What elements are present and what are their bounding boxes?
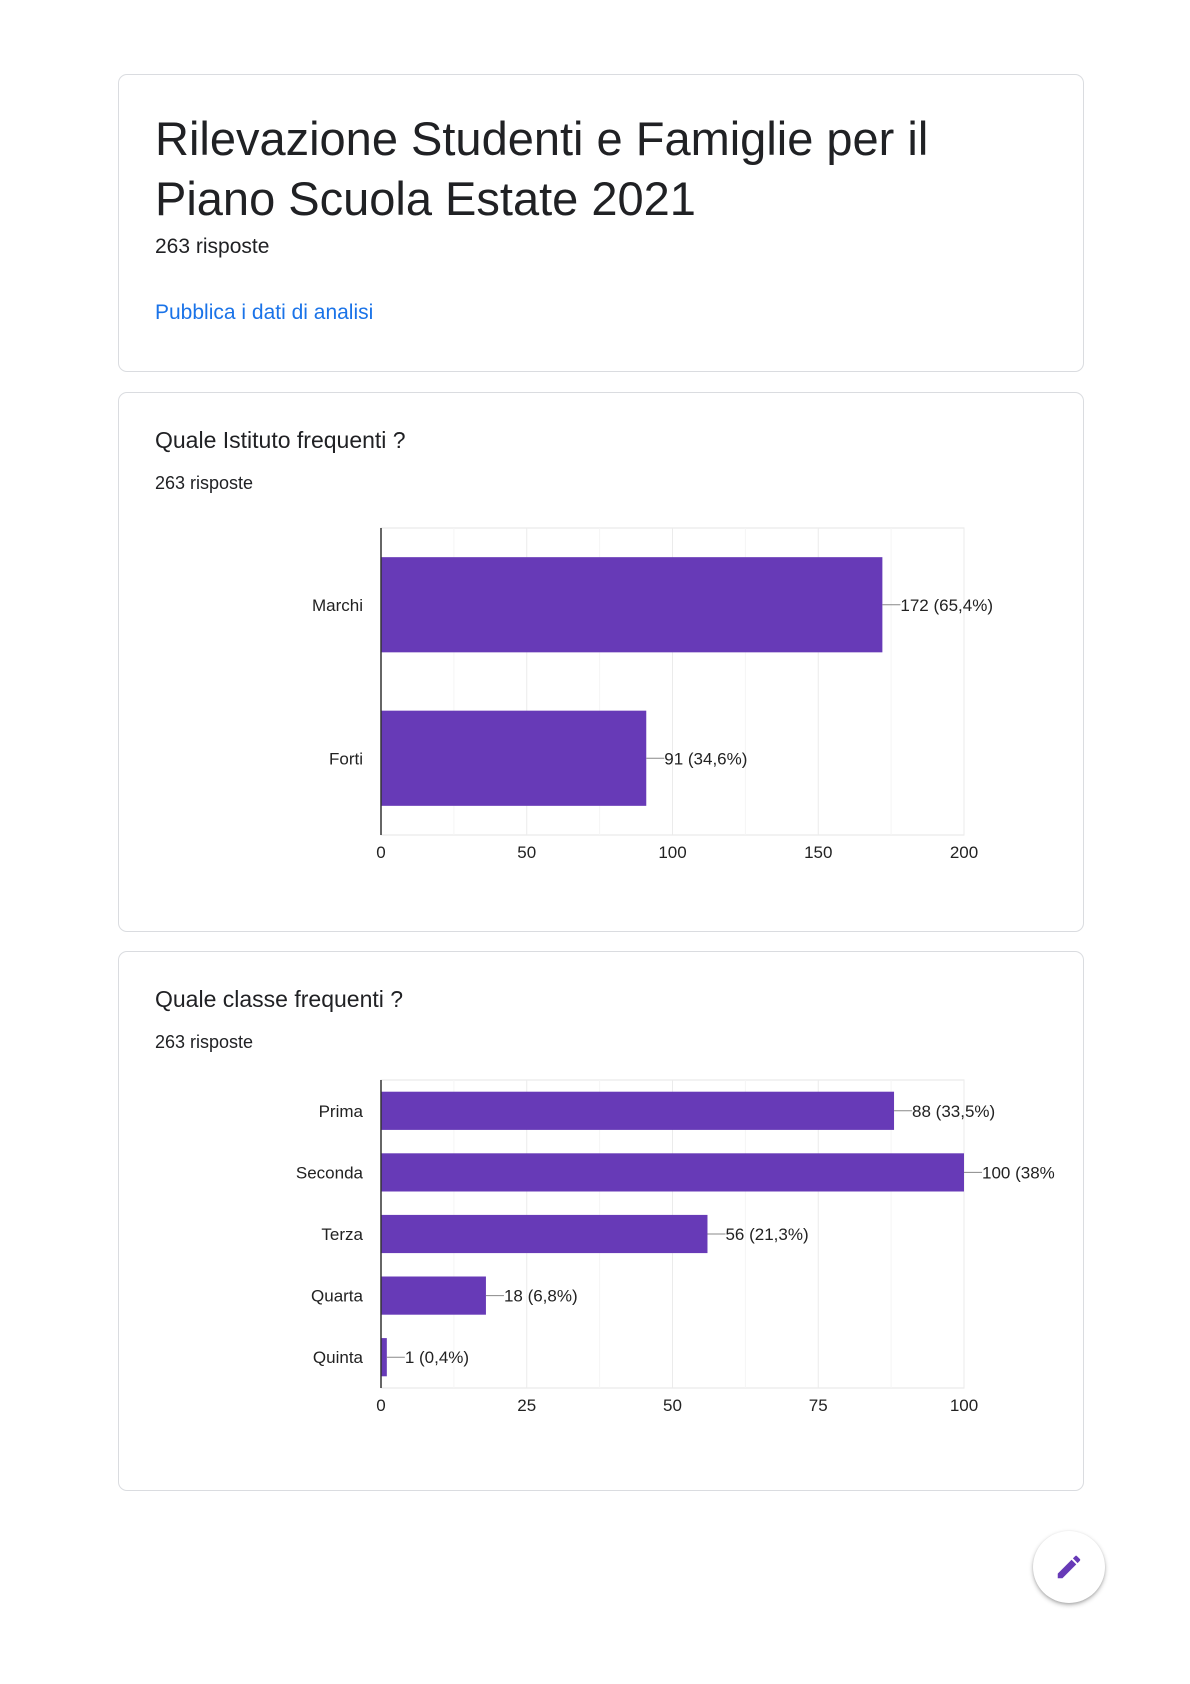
- bar: [381, 1276, 486, 1315]
- x-tick-label: 100: [950, 1396, 978, 1415]
- x-tick-label: 25: [517, 1396, 536, 1415]
- data-label: 91 (34,6%): [664, 749, 747, 768]
- question-response-count: 263 risposte: [155, 473, 254, 493]
- bar-chart-istituto: 0 50 100 150 200 Marchi 172 (65,4%) Forti 91 (34…: [312, 527, 993, 862]
- question-card-classe: Quale classe frequenti ? 263 risposte 0 2…: [118, 951, 1084, 1491]
- category-label: Marchi: [312, 596, 363, 615]
- question-card-istituto: Quale Istituto frequenti ? 263 risposte …: [118, 392, 1084, 932]
- bar: [381, 1153, 964, 1192]
- x-tick-label: 100: [658, 843, 686, 862]
- category-label: Quinta: [313, 1348, 364, 1367]
- form-header-card: Rilevazione Studenti e Famiglie per il P…: [118, 74, 1084, 372]
- category-label: Quarta: [311, 1287, 364, 1306]
- form-title: Rilevazione Studenti e Famiglie per il P…: [155, 112, 929, 225]
- data-label: 100 (38%: [982, 1163, 1055, 1182]
- x-tick-label: 0: [376, 843, 385, 862]
- data-label: 56 (21,3%): [725, 1225, 808, 1244]
- x-tick-label: 200: [950, 843, 978, 862]
- bar-chart-classe: 0 25 50 75 100 Prima 88 (33,5%) Seconda 100 (38%…: [296, 1079, 1055, 1415]
- category-label: Terza: [321, 1225, 363, 1244]
- x-tick-label: 50: [663, 1396, 682, 1415]
- edit-button[interactable]: [1033, 1531, 1105, 1603]
- data-label: 172 (65,4%): [900, 596, 993, 615]
- bar: [381, 557, 883, 653]
- bar: [381, 710, 647, 806]
- x-tick-label: 50: [517, 843, 536, 862]
- bar: [381, 1214, 708, 1254]
- bar: [381, 1091, 895, 1130]
- question-title: Quale Istituto frequenti ?: [155, 427, 406, 453]
- bar: [381, 1338, 387, 1377]
- response-count: 263 risposte: [155, 235, 270, 258]
- data-label: 1 (0,4%): [405, 1348, 469, 1367]
- question-title: Quale classe frequenti ?: [155, 986, 404, 1012]
- x-tick-label: 75: [809, 1396, 828, 1415]
- category-label: Forti: [329, 749, 363, 768]
- pencil-icon: [1057, 1555, 1081, 1579]
- publish-analytics-link[interactable]: Pubblica i dati di analisi: [155, 301, 374, 324]
- x-tick-label: 0: [376, 1396, 385, 1415]
- data-label: 88 (33,5%): [912, 1102, 995, 1121]
- x-tick-label: 150: [804, 843, 832, 862]
- question-response-count: 263 risposte: [155, 1032, 254, 1052]
- category-label: Prima: [319, 1102, 364, 1121]
- data-label: 18 (6,8%): [504, 1287, 578, 1306]
- category-label: Seconda: [296, 1163, 364, 1182]
